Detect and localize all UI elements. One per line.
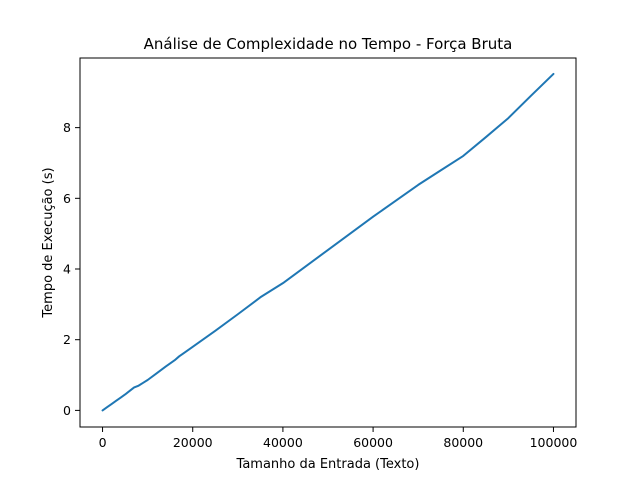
x-tick-label: 60000 — [353, 435, 393, 450]
y-tick-label: 4 — [63, 262, 71, 277]
series-line — [101, 72, 555, 412]
x-axis-ticks: 0 20000 40000 60000 80000 100000 — [99, 427, 578, 450]
y-tick-label: 8 — [63, 120, 71, 135]
x-tick-label: 40000 — [263, 435, 303, 450]
y-tick-label: 6 — [63, 191, 71, 206]
y-axis-label: Tempo de Execução (s) — [41, 167, 56, 318]
chart-title: Análise de Complexidade no Tempo - Força… — [144, 35, 513, 53]
x-tick-label: 100000 — [530, 435, 578, 450]
series-group — [101, 72, 555, 412]
plot-area: 0 20000 40000 60000 80000 100000 0 2 4 6 8 — [63, 57, 578, 450]
y-tick-label: 2 — [63, 332, 71, 347]
x-tick-label: 20000 — [173, 435, 213, 450]
x-tick-label: 80000 — [443, 435, 483, 450]
x-axis-label: Tamanho da Entrada (Texto) — [236, 457, 420, 472]
y-tick-label: 0 — [63, 403, 71, 418]
y-axis-ticks: 0 2 4 6 8 — [63, 120, 80, 418]
x-tick-label: 0 — [99, 435, 107, 450]
axes-frame — [79, 57, 577, 428]
